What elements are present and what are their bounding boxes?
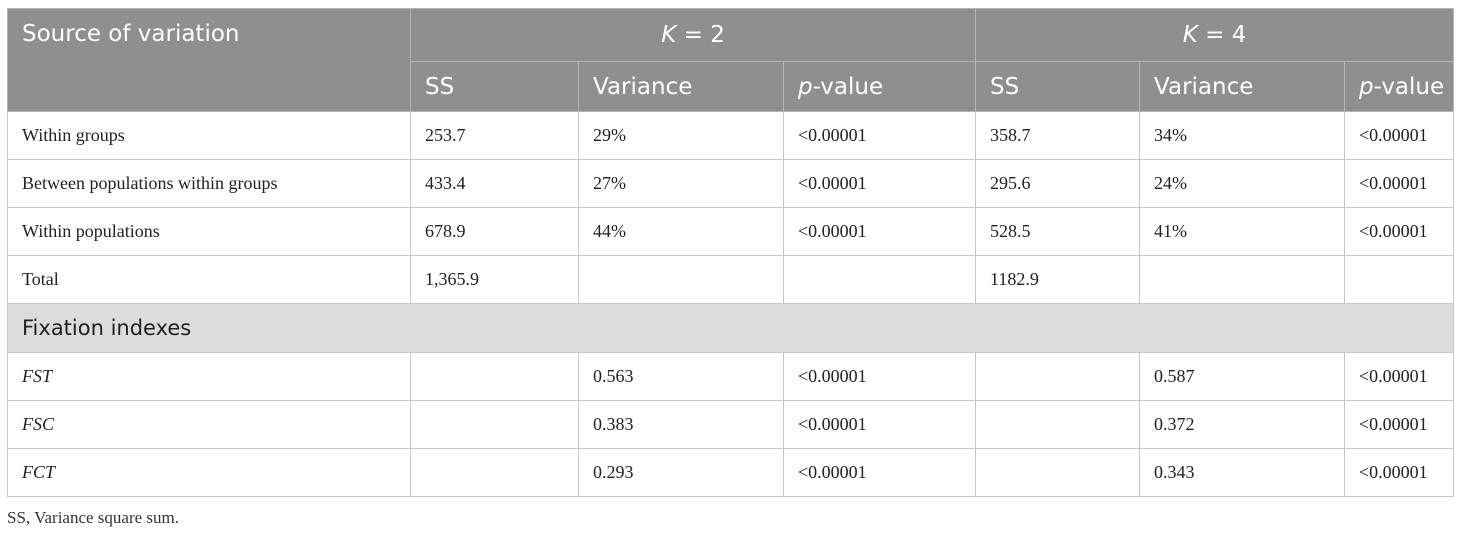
cell-k4-variance: 0.343: [1139, 448, 1346, 497]
k2-value: = 2: [676, 22, 725, 48]
header-k2-variance: Variance: [578, 61, 784, 112]
header-source-of-variation: Source of variation: [7, 8, 411, 112]
k2-variable: K: [661, 22, 677, 48]
cell-k2-ss: 433.4: [410, 159, 579, 208]
cell-k2-variance: 0.293: [578, 448, 784, 497]
section-label: Fixation indexes: [6, 303, 1455, 353]
table-row: FSC 0.383 <0.00001 0.372 <0.00001: [7, 400, 1455, 449]
cell-k4-variance: 41%: [1139, 207, 1346, 256]
cell-k4-ss: 1182.9: [975, 255, 1141, 304]
cell-k2-ss: [410, 400, 579, 449]
cell-k4-p-value: <0.00001: [1344, 207, 1455, 256]
cell-k4-ss: [975, 400, 1141, 449]
table-row: Within groups 253.7 29% <0.00001 358.7 3…: [7, 111, 1455, 160]
p-suffix: -value: [1373, 73, 1445, 100]
header-row-groups: Source of variation K = 2 K = 4: [7, 8, 1455, 112]
p-variable: p: [1359, 73, 1374, 100]
cell-k4-variance: 24%: [1139, 159, 1346, 208]
amova-table-container: Source of variation K = 2 K = 4 SS Varia…: [6, 8, 1455, 497]
cell-k2-p-value: <0.00001: [782, 448, 977, 497]
cell-k4-p-value: <0.00001: [1344, 159, 1455, 208]
k4-variable: K: [1182, 22, 1198, 48]
header-k4-ss: SS: [975, 61, 1141, 112]
cell-k2-p-value: <0.00001: [782, 352, 977, 401]
row-label: Total: [7, 255, 411, 304]
cell-k2-variance: 44%: [578, 207, 784, 256]
cell-k4-ss: 295.6: [975, 159, 1141, 208]
table-row-total: Total 1,365.9 1182.9: [7, 255, 1455, 304]
row-label: FSC: [7, 400, 411, 449]
cell-k4-variance: 0.587: [1139, 352, 1346, 401]
cell-k2-ss: [410, 352, 579, 401]
cell-k2-p-value: <0.00001: [782, 159, 977, 208]
table-row: FCT 0.293 <0.00001 0.343 <0.00001: [7, 448, 1455, 497]
amova-table: Source of variation K = 2 K = 4 SS Varia…: [6, 8, 1455, 497]
header-k2-p-value: p-value: [782, 61, 977, 112]
header-k2-ss: SS: [410, 61, 579, 112]
cell-k4-variance: 0.372: [1139, 400, 1346, 449]
cell-k4-ss: [975, 448, 1141, 497]
cell-k2-variance: [578, 255, 784, 304]
header-k4-variance: Variance: [1139, 61, 1346, 112]
table-row: FST 0.563 <0.00001 0.587 <0.00001: [7, 352, 1455, 401]
cell-k2-p-value: [782, 255, 977, 304]
cell-k2-ss: 253.7: [410, 111, 579, 160]
cell-k2-ss: [410, 448, 579, 497]
cell-k2-variance: 0.563: [578, 352, 784, 401]
cell-k4-p-value: [1344, 255, 1455, 304]
header-group-k4: K = 4: [975, 8, 1455, 62]
cell-k4-ss: [975, 352, 1141, 401]
row-label: Within populations: [7, 207, 411, 256]
table-header: Source of variation K = 2 K = 4 SS Varia…: [7, 8, 1455, 112]
k4-value: = 4: [1197, 22, 1247, 48]
table-row: Between populations within groups 433.4 …: [7, 159, 1455, 208]
section-row-fixation-indexes: Fixation indexes: [6, 303, 1455, 353]
header-group-k2: K = 2: [409, 8, 977, 62]
p-variable: p: [798, 73, 813, 100]
cell-k2-p-value: <0.00001: [782, 400, 977, 449]
cell-k4-p-value: <0.00001: [1344, 352, 1455, 401]
p-suffix: -value: [812, 73, 884, 100]
table-footnote: SS, Variance square sum.: [7, 508, 180, 527]
cell-k2-ss: 1,365.9: [410, 255, 579, 304]
cell-k4-ss: 528.5: [975, 207, 1141, 256]
cell-k2-variance: 27%: [578, 159, 784, 208]
row-label: Within groups: [7, 111, 411, 160]
cell-k4-p-value: <0.00001: [1344, 448, 1455, 497]
table-body: Within groups 253.7 29% <0.00001 358.7 3…: [6, 111, 1455, 497]
row-label: FST: [7, 352, 411, 401]
cell-k4-p-value: <0.00001: [1344, 111, 1455, 160]
row-label: Between populations within groups: [7, 159, 411, 208]
cell-k2-p-value: <0.00001: [782, 111, 977, 160]
cell-k4-variance: 34%: [1139, 111, 1346, 160]
cell-k2-variance: 0.383: [578, 400, 784, 449]
cell-k4-ss: 358.7: [975, 111, 1141, 160]
header-k4-p-value: p-value: [1344, 61, 1455, 112]
cell-k2-ss: 678.9: [410, 207, 579, 256]
cell-k4-p-value: <0.00001: [1344, 400, 1455, 449]
table-row: Within populations 678.9 44% <0.00001 52…: [7, 207, 1455, 256]
cell-k2-variance: 29%: [578, 111, 784, 160]
cell-k2-p-value: <0.00001: [782, 207, 977, 256]
row-label: FCT: [7, 448, 411, 497]
header-row-columns: SS Variance p-value SS Variance p-value: [8, 61, 1455, 112]
cell-k4-variance: [1139, 255, 1346, 304]
